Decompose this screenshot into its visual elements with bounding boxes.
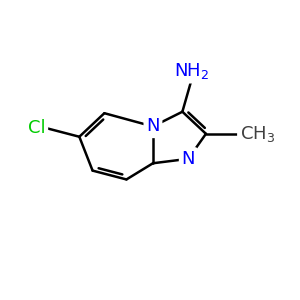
Text: N: N (182, 150, 195, 168)
Text: N: N (146, 117, 160, 135)
Text: NH$_2$: NH$_2$ (174, 61, 209, 81)
Text: Cl: Cl (28, 119, 46, 137)
Text: CH$_3$: CH$_3$ (240, 124, 275, 144)
